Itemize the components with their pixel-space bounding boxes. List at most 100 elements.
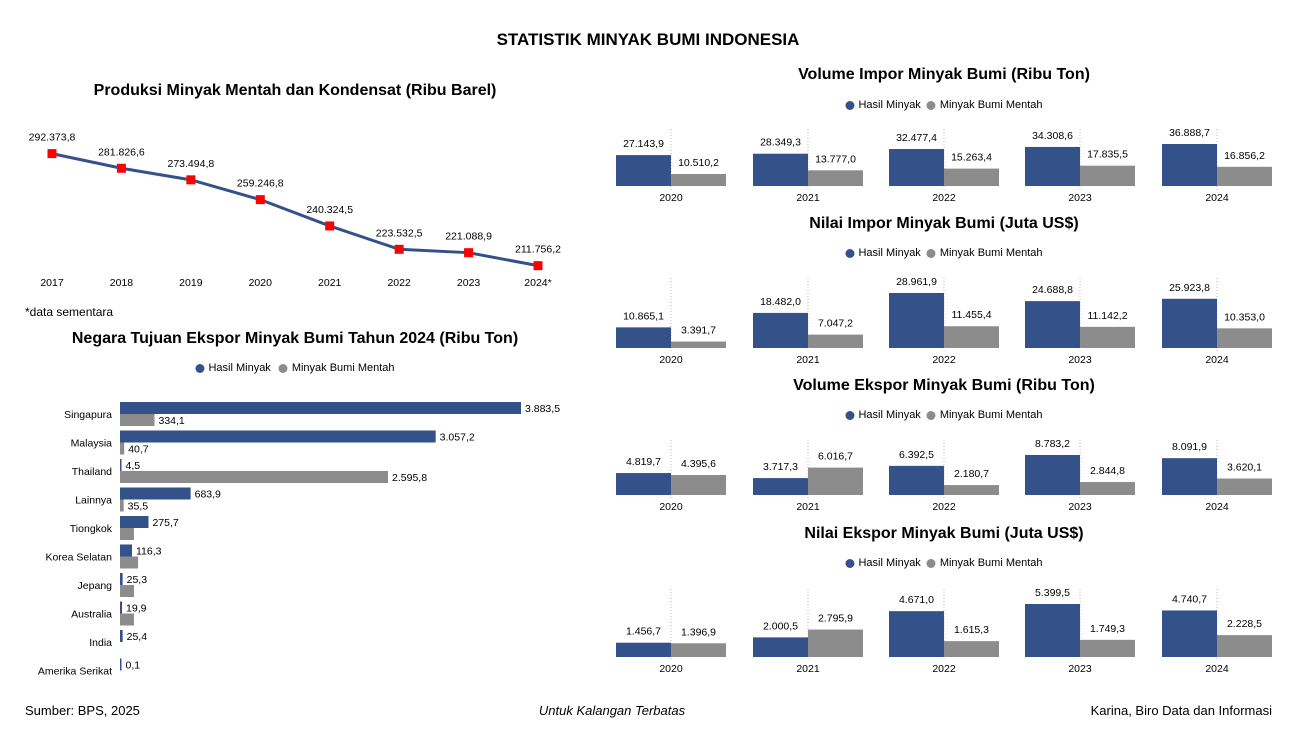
bar-label-hasil: 683,9 [195, 489, 221, 501]
bar-label-mentah: 6.016,7 [818, 451, 853, 463]
bar-hasil [753, 312, 808, 348]
bar-label-mentah: 2.844,8 [1090, 465, 1125, 477]
bar-label-hasil: 10.865,1 [623, 310, 664, 322]
bar-hasil [1025, 604, 1080, 657]
legend-label-mentah: Minyak Bumi Mentah [291, 362, 395, 374]
bar-label-hasil: 32.477,4 [896, 132, 937, 144]
production-data-label: 259.246,8 [237, 178, 284, 190]
bar-label-mentah: 4.395,6 [681, 458, 716, 470]
bar-hasil [889, 149, 944, 186]
year-tick: 2022 [932, 663, 956, 675]
year-tick: 2020 [659, 192, 683, 204]
bar-label-hasil: 36.888,7 [1169, 127, 1210, 139]
bar-label-hasil: 4,5 [126, 460, 141, 472]
production-x-tick: 2024* [524, 277, 551, 289]
volume-impor-legend: Hasil Minyak Minyak Bumi Mentah [845, 99, 1043, 111]
production-line [51, 152, 539, 268]
bar-hasil [616, 155, 671, 186]
production-data-label: 211.756,2 [515, 244, 561, 256]
bar-hasil [616, 327, 671, 348]
bar-mentah [1080, 326, 1135, 348]
production-data-label: 223.532,5 [376, 227, 423, 239]
bar-label-hasil: 6.392,5 [899, 449, 934, 461]
country-label: Australia [71, 609, 112, 621]
bar-hasil [889, 293, 944, 348]
year-tick: 2021 [796, 192, 820, 204]
bar-label-hasil: 116,3 [136, 546, 162, 558]
bar-label-mentah: 7.047,2 [818, 318, 853, 330]
year-tick: 2021 [796, 354, 820, 366]
legend-dot-hasil [195, 363, 205, 373]
production-data-label: 292.373,8 [29, 132, 76, 144]
footer-author: Karina, Biro Data dan Informasi [1090, 703, 1272, 718]
bar-mentah [1080, 639, 1135, 657]
bar-mentah [944, 168, 999, 186]
bar-mentah [120, 414, 155, 426]
country-label: Tiongkok [70, 523, 113, 535]
bar-label-hasil: 1.456,7 [626, 626, 661, 638]
bar-label-hasil: 0,1 [126, 660, 141, 672]
production-marker [533, 261, 543, 271]
bar-mentah [808, 629, 863, 657]
bar-label-mentah: 334,1 [158, 415, 184, 427]
bar-label-hasil: 3.717,3 [763, 461, 798, 473]
year-tick: 2024 [1205, 501, 1229, 513]
bar-hasil [1025, 301, 1080, 348]
bar-hasil [120, 487, 191, 500]
nilai-impor-title: Nilai Impor Minyak Bumi (Juta US$) [809, 215, 1079, 232]
production-marker [47, 149, 57, 159]
production-marker [325, 221, 335, 231]
bar-label-mentah: 1.749,3 [1090, 623, 1125, 635]
bar-label-mentah: 10.510,2 [678, 157, 719, 169]
bar-label-hasil: 25,4 [127, 631, 148, 643]
bar-label-hasil: 8.091,9 [1172, 441, 1207, 453]
year-tick: 2020 [659, 501, 683, 513]
bar-label-hasil: 25.923,8 [1169, 282, 1210, 294]
bar-label-mentah: 35,5 [128, 501, 149, 513]
production-chart-title: Produksi Minyak Mentah dan Kondensat (Ri… [93, 82, 497, 99]
export-destination-title: Negara Tujuan Ekspor Minyak Bumi Tahun 2… [71, 330, 519, 347]
bar-hasil [120, 544, 133, 557]
bar-mentah [1080, 165, 1135, 186]
bar-hasil [1162, 298, 1217, 348]
bar-label-hasil: 27.143,9 [623, 138, 664, 150]
production-x-tick: 2018 [110, 277, 134, 289]
production-data-label: 281.826,6 [98, 146, 145, 158]
page-title: STATISTIK MINYAK BUMI INDONESIA [496, 30, 800, 49]
bar-hasil [889, 465, 944, 495]
bar-mentah [1080, 482, 1135, 495]
year-tick: 2022 [932, 192, 956, 204]
production-data-label: 273.494,8 [167, 158, 214, 170]
bar-label-mentah: 17.835,5 [1087, 149, 1128, 161]
bar-label-mentah: 2.595,8 [392, 472, 427, 484]
bar-mentah [1217, 635, 1272, 657]
bar-label-mentah: 2.795,9 [818, 613, 853, 625]
bar-mentah [944, 326, 999, 348]
bar-label-hasil: 275,7 [152, 517, 178, 529]
bar-mentah [120, 499, 124, 512]
bar-label-mentah: 13.777,0 [815, 153, 856, 165]
bar-mentah [120, 471, 389, 483]
bar-label-hasil: 5.399,5 [1035, 587, 1070, 599]
legend-dot-mentah [926, 248, 936, 258]
legend-dot-mentah [278, 363, 288, 373]
bar-hasil [1162, 610, 1217, 657]
bar-hasil [120, 658, 122, 671]
bar-label-mentah: 11.142,2 [1087, 310, 1127, 322]
footer-restricted: Untuk Kalangan Terbatas [538, 703, 686, 718]
production-x-tick: 2021 [318, 277, 342, 289]
country-label: Thailand [72, 466, 112, 478]
bar-label-hasil: 28.349,3 [760, 137, 801, 149]
bar-hasil [120, 601, 123, 614]
bar-hasil [120, 516, 149, 528]
bar-label-mentah: 1.615,3 [954, 624, 989, 636]
volume-impor-title: Volume Impor Minyak Bumi (Ribu Ton) [798, 66, 1090, 83]
bar-label-mentah: 11.455,4 [951, 309, 991, 321]
country-label: Malaysia [71, 438, 113, 450]
nilai-ekspor-title: Nilai Ekspor Minyak Bumi (Juta US$) [804, 525, 1084, 542]
production-marker [116, 163, 126, 173]
bar-label-hasil: 4.740,7 [1172, 593, 1207, 605]
country-label: Lainnya [75, 495, 112, 507]
bar-mentah [808, 467, 863, 495]
legend-label-mentah: Minyak Bumi Mentah [939, 409, 1043, 421]
